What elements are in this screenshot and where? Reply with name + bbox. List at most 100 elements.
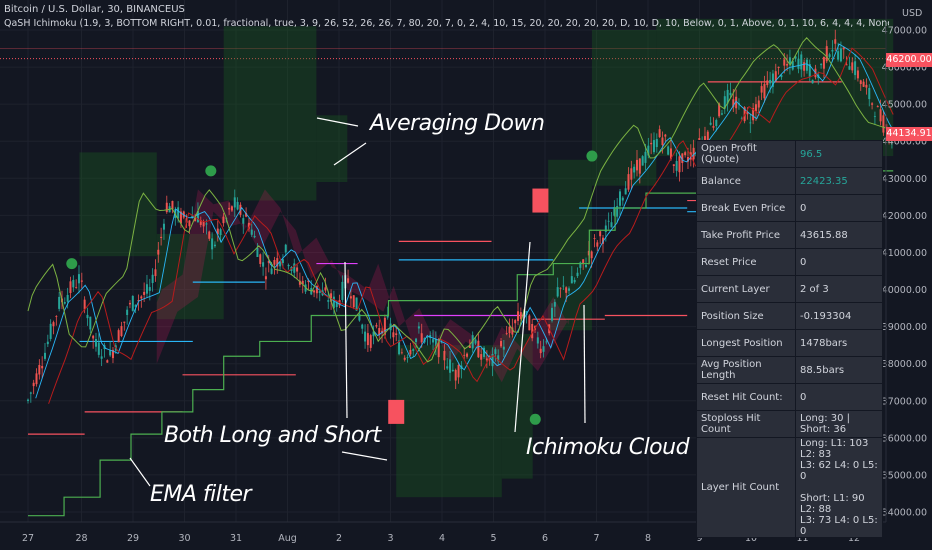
candle-body [293, 263, 296, 273]
pointer-line [129, 457, 151, 487]
candle-body [675, 160, 678, 171]
candle-body [247, 222, 250, 229]
annotation-pointers [129, 117, 586, 487]
stats-label: Avg Position Length [696, 356, 796, 384]
price-tag-last: 44134.91 [886, 127, 932, 141]
candle-body [763, 83, 766, 99]
stats-value: 0 [795, 383, 883, 411]
indicator-legend[interactable]: QaSH Ichimoku (1.9, 3, BOTTOM RIGHT, 0.0… [4, 18, 889, 29]
candle-body [253, 235, 256, 238]
candle-body [160, 236, 163, 238]
stats-label: Current Layer [696, 275, 796, 303]
candle-body [732, 99, 735, 108]
candle-body [627, 174, 630, 190]
candle-body [655, 138, 658, 148]
candle-body [154, 269, 157, 277]
candle-body [480, 354, 483, 360]
y-tick-label: 39000.00 [882, 322, 927, 333]
candle-body [839, 48, 842, 62]
candle-body [140, 296, 143, 299]
candle-body [66, 294, 69, 302]
candle-body [845, 64, 848, 66]
candle-body [613, 207, 616, 216]
candle-body [440, 342, 443, 344]
candle-body [97, 342, 100, 355]
candle-body [635, 159, 638, 171]
candle-body [652, 140, 655, 153]
candle-body [791, 61, 794, 70]
candle-body [120, 326, 123, 337]
candle-body [123, 321, 126, 323]
candle-body [508, 326, 511, 334]
candle-body [58, 296, 61, 309]
candle-body [307, 280, 310, 283]
candle-body [871, 103, 874, 105]
cloud-area [548, 159, 592, 331]
candle-body [618, 191, 621, 206]
candle-body [347, 278, 350, 283]
candle-body [29, 392, 32, 394]
candle-body [420, 333, 423, 343]
candle-body [117, 330, 120, 343]
candle-body [681, 153, 684, 164]
y-tick-label: 35000.00 [882, 470, 927, 481]
candle-body [463, 354, 466, 356]
candle-body [788, 57, 791, 65]
candle-body [777, 66, 780, 68]
candle-body [811, 79, 814, 84]
candle-body [216, 228, 219, 235]
candle-body [868, 88, 871, 100]
stats-value: 43615.88 [795, 221, 883, 249]
candle-body [471, 335, 474, 349]
candle-body [335, 301, 338, 308]
stats-row: Longest Position 1478bars [696, 329, 883, 357]
cloud-area [591, 30, 657, 186]
candle-body [644, 151, 647, 163]
y-tick-label: 34000.00 [882, 508, 927, 519]
candle-body [134, 304, 137, 307]
candle-body [276, 258, 279, 267]
candle-body [191, 215, 194, 218]
candle-body [749, 122, 752, 124]
currency-label[interactable]: USD [902, 8, 923, 19]
symbol-title[interactable]: Bitcoin / U.S. Dollar, 30, BINANCEUS [4, 4, 185, 15]
candle-body [364, 331, 367, 342]
y-tick-label: 41000.00 [882, 248, 927, 259]
candle-body [52, 322, 55, 327]
indicator-lines [27, 37, 894, 517]
cloud-area [656, 18, 894, 157]
candle-body [650, 142, 653, 145]
candle-body [483, 347, 486, 357]
candle-body [514, 320, 517, 324]
y-tick-label: 44000.00 [882, 137, 927, 148]
candle-body [171, 200, 174, 210]
x-tick-label: 10 [745, 533, 757, 544]
candle-body [55, 316, 58, 317]
candle-body [375, 325, 378, 327]
candle-body [803, 62, 806, 71]
candle-body [242, 218, 245, 224]
y-tick-label: 36000.00 [882, 433, 927, 444]
stats-label: Position Size [696, 302, 796, 330]
candle-body [262, 262, 265, 267]
y-tick-label: 37000.00 [882, 396, 927, 407]
candle-body [774, 71, 777, 82]
x-tick-label: 9 [696, 533, 702, 544]
candle-body [80, 280, 83, 282]
candle-body [434, 338, 437, 348]
candle-body [760, 86, 763, 93]
stats-row: Current Layer 2 of 3 [696, 275, 883, 303]
candle-body [392, 332, 395, 338]
stats-label: Balance [696, 167, 796, 195]
candle-body [582, 259, 585, 264]
candle-body [400, 352, 403, 354]
candle-body [573, 279, 576, 283]
stats-row: Reset Hit Count: 0 [696, 383, 883, 411]
stats-row: Reset Price 0 [696, 248, 883, 276]
candle-body [77, 274, 80, 284]
candle-body [298, 280, 301, 285]
trade-marker-long [66, 258, 78, 270]
lagging-span [27, 37, 894, 363]
candle-body [822, 56, 825, 69]
